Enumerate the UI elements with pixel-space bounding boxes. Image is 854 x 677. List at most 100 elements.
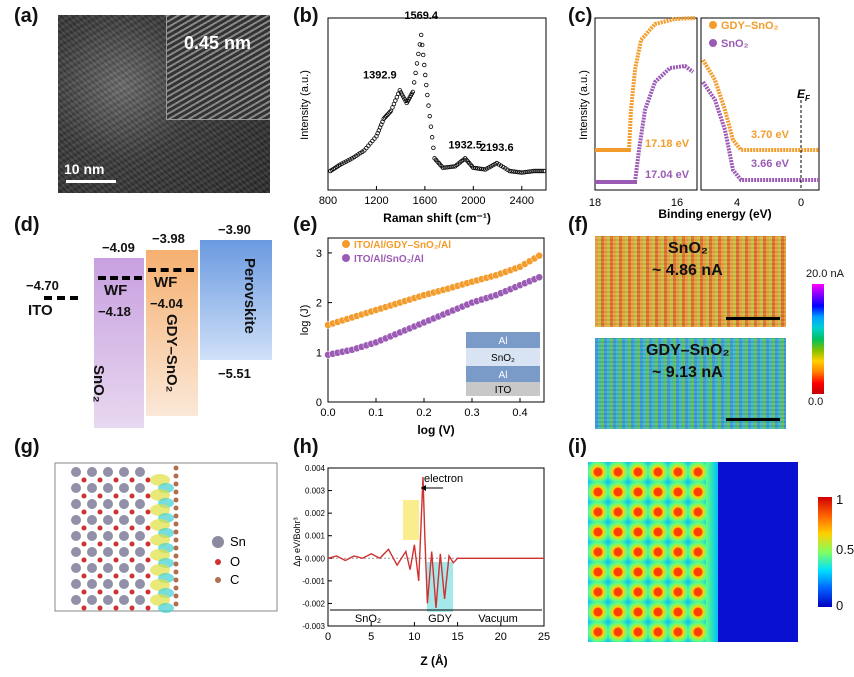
o-atom (81, 477, 87, 483)
sn-atom (71, 579, 81, 589)
raman-xtick-label: 1200 (364, 195, 388, 207)
scale-bar (66, 180, 116, 183)
raman-point (381, 116, 386, 121)
legend-c: C (230, 572, 239, 587)
c-atom (173, 505, 179, 511)
raman-point (382, 115, 388, 120)
elf-gdy-region (706, 462, 718, 642)
c-atom (173, 593, 179, 599)
raman-point (372, 136, 377, 141)
raman-point (426, 103, 431, 108)
h-xtick-label: 0 (325, 631, 331, 643)
electron-label: electron (424, 473, 463, 485)
raman-point (429, 135, 435, 140)
raman-point (422, 62, 427, 68)
sn-atom (103, 515, 113, 525)
sn-atom (119, 563, 129, 573)
raman-point (494, 160, 499, 166)
raman-point (410, 89, 415, 95)
raman-point (425, 92, 430, 98)
elf-scale-max: 1 (836, 492, 844, 507)
h-highlight-cyan (427, 562, 453, 612)
o-atom (129, 557, 135, 563)
o-atom (113, 557, 119, 563)
raman-point (505, 167, 510, 172)
raman-point (414, 61, 420, 66)
sno2-wf-value: −4.18 (98, 304, 131, 319)
sn-atom (87, 483, 97, 493)
o-atom (129, 605, 135, 611)
raman-point (511, 169, 516, 174)
sn-atom (71, 467, 81, 477)
o-atom (97, 605, 103, 611)
c-atom (173, 553, 179, 559)
sn-atom (87, 499, 97, 509)
raman-point (519, 170, 524, 175)
o-atom (113, 541, 119, 547)
raman-xtick-label: 1600 (413, 195, 437, 207)
o-atom (145, 541, 151, 547)
raman-point (496, 162, 502, 167)
raman-xtick-label: 800 (319, 195, 337, 207)
raman-point (446, 164, 452, 170)
o-atom (113, 605, 119, 611)
raman-point (481, 166, 486, 172)
o-atom (145, 509, 151, 515)
sn-atom (71, 595, 81, 605)
c-atom (173, 489, 179, 495)
ups-tick-4: 4 (734, 197, 740, 209)
ito-value: −4.70 (26, 278, 59, 293)
ups-gdy-right (701, 58, 819, 152)
ups-gdy-left (627, 16, 696, 151)
o-atom (81, 573, 87, 579)
jv-frame (327, 237, 545, 403)
o-atom (145, 605, 151, 611)
sn-atom (135, 595, 145, 605)
elf-map (588, 462, 798, 642)
jv-ytick-label: 3 (316, 248, 322, 260)
stack-ito (466, 382, 540, 396)
raman-point (398, 90, 404, 95)
legend-gdy-marker (709, 21, 717, 29)
ups-anno-17-04: 17.04 eV (645, 169, 690, 181)
raman-point (386, 111, 391, 116)
raman-point (537, 168, 543, 174)
raman-point (527, 169, 533, 174)
jv-ylabel: log (J) (300, 305, 311, 336)
raman-point (513, 169, 518, 175)
raman-point (448, 164, 454, 169)
colorbar-min: 0.0 (808, 396, 824, 408)
raman-point (473, 165, 478, 171)
legend-e-gdy-marker (342, 240, 350, 248)
raman-point (479, 166, 484, 172)
sn-atom (119, 595, 129, 605)
panel-label-h: (h) (293, 436, 319, 458)
c-atom (173, 561, 179, 567)
ups-sno2-right (701, 80, 819, 182)
sn-atom (71, 483, 81, 493)
raman-peak-label: 2193.6 (480, 142, 514, 154)
legend-e-sno2: ITO/Al/SnO₂/Al (354, 254, 424, 265)
stack-al-top (466, 332, 540, 348)
scale-bar-label: 10 nm (64, 161, 105, 177)
o-atom (113, 573, 119, 579)
raman-frame (327, 17, 547, 191)
current-map-gdy (595, 338, 786, 429)
c-atom (173, 473, 179, 479)
raman-point (440, 165, 446, 171)
legend-e-sno2-marker (342, 254, 350, 262)
jv-point (535, 251, 543, 260)
legend-c-marker (215, 577, 221, 583)
raman-point (420, 42, 425, 48)
legend-sn: Sn (230, 534, 246, 549)
ups-tick-0: 0 (798, 197, 804, 209)
energy-diagram: −4.70 ITO −4.09 WF −4.18 SnO₂ −3.98 WF −… (14, 222, 284, 430)
o-atom (145, 557, 151, 563)
raman-point (402, 96, 407, 101)
o-atom (145, 589, 151, 595)
c-atom (173, 601, 179, 607)
sn-atom (135, 563, 145, 573)
sn-atom (103, 579, 113, 589)
o-atom (81, 589, 87, 595)
raman-ylabel: Intensity (a.u.) (300, 70, 311, 140)
